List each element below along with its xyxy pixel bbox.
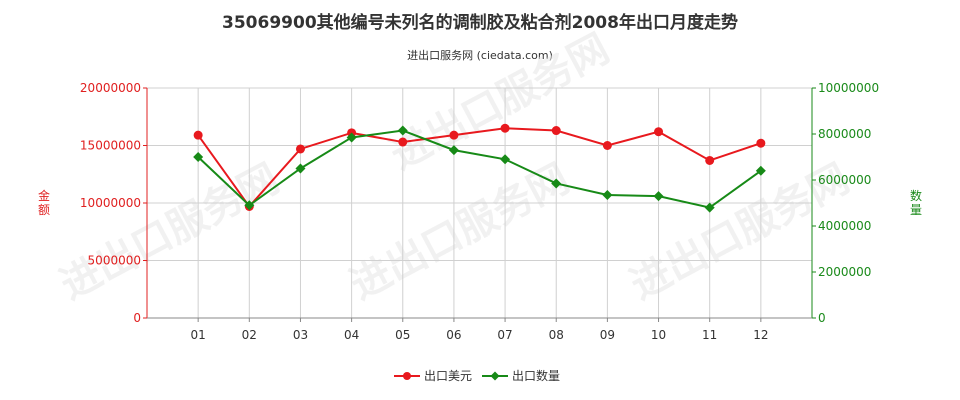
chart-subtitle: 进出口服务网 (ciedata.com)	[407, 49, 553, 62]
series-2-point	[653, 191, 664, 202]
legend-swatch-marker	[490, 371, 500, 381]
x-tick-label: 01	[191, 328, 206, 342]
right-tick-label: 10000000	[818, 81, 879, 95]
series-2-point	[704, 202, 715, 213]
series-1-point	[398, 137, 408, 147]
x-tick-label: 06	[446, 328, 461, 342]
x-tick-label: 04	[344, 328, 359, 342]
chart-title: 35069900其他编号未列名的调制胶及粘合剂2008年出口月度走势	[222, 13, 738, 33]
series-1-point	[449, 130, 459, 140]
left-tick-label: 0	[133, 311, 141, 325]
right-tick-label: 0	[818, 311, 826, 325]
x-tick-label: 05	[395, 328, 410, 342]
x-tick-label: 11	[702, 328, 717, 342]
x-tick-label: 07	[497, 328, 512, 342]
x-tick-label: 09	[600, 328, 615, 342]
legend-swatch-marker	[403, 372, 411, 380]
series-2-point	[397, 125, 408, 136]
left-axis-title: 金额	[38, 188, 50, 217]
series-2-point	[448, 145, 459, 156]
x-tick-label: 10	[651, 328, 666, 342]
series-2-point	[755, 165, 766, 176]
series-1-point	[295, 144, 305, 154]
series-2-point	[500, 154, 511, 165]
legend: 出口美元 出口数量	[394, 368, 560, 383]
series-1-point	[602, 141, 612, 150]
right-axis-title-char: 数	[910, 188, 922, 203]
right-tick-label: 8000000	[818, 127, 871, 141]
series-line-1	[197, 127, 762, 209]
watermark-text: 进出口服务网	[53, 156, 287, 309]
series-2-point	[193, 152, 204, 162]
series-2-point	[244, 200, 255, 211]
series-2-point	[295, 163, 306, 174]
series-1-point	[654, 127, 664, 137]
right-axis-title-char: 量	[910, 203, 922, 217]
series-1-point	[705, 155, 715, 165]
left-tick-label: 5000000	[88, 254, 141, 268]
watermark-text: 进出口服务网	[383, 26, 617, 179]
series-2-point	[602, 189, 613, 200]
legend-label: 出口美元	[424, 369, 472, 383]
left-axis-title-char: 额	[38, 203, 50, 217]
series-2-point	[551, 178, 562, 189]
x-tick-label: 02	[242, 328, 257, 342]
left-tick-label: 20000000	[80, 81, 141, 95]
x-tick-label: 03	[293, 328, 308, 342]
legend-label: 出口数量	[512, 368, 560, 383]
series-1-point	[500, 123, 510, 133]
right-tick-label: 2000000	[818, 265, 871, 279]
x-tick-label: 08	[549, 328, 564, 342]
left-axis-title-char: 金	[38, 188, 50, 203]
right-tick-label: 6000000	[818, 173, 871, 187]
series-1-point	[756, 138, 766, 148]
x-tick-label: 12	[753, 328, 768, 342]
series-line-2	[197, 129, 762, 209]
series-1-point	[193, 130, 203, 140]
watermark-text: 进出口服务网	[343, 156, 577, 309]
axes: 0 5000000 10000000 15000000 20000000 0 2000000…	[38, 81, 922, 342]
series-2-point	[346, 132, 357, 143]
series-1-point	[551, 126, 561, 136]
right-axis-title: 数量	[910, 188, 922, 217]
series-layer	[193, 123, 766, 213]
right-tick-label: 4000000	[818, 219, 871, 233]
left-tick-label: 10000000	[80, 196, 141, 210]
left-tick-label: 15000000	[80, 139, 141, 153]
